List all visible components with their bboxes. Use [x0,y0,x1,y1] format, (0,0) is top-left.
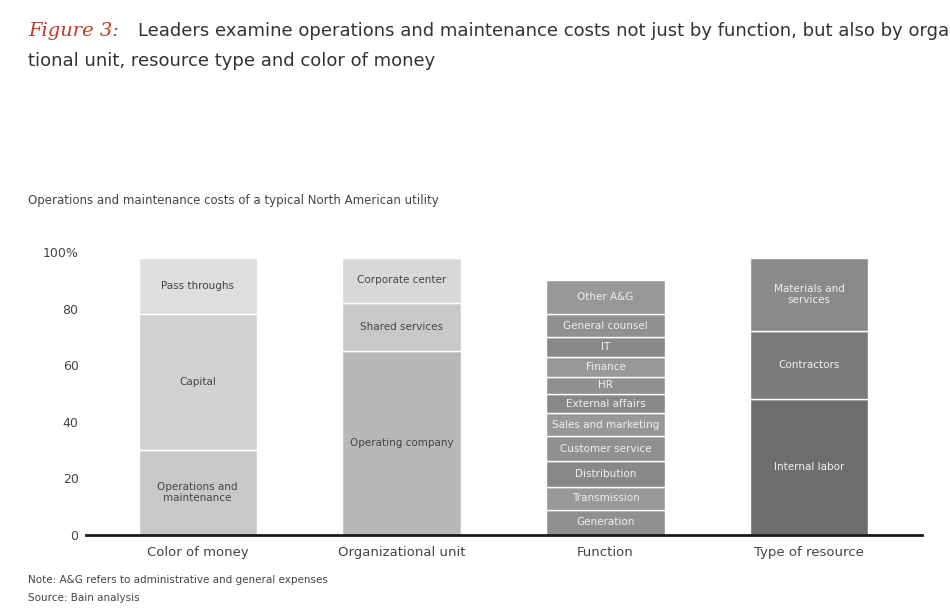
Text: Operations and maintenance costs of a typical North American utility: Operations and maintenance costs of a ty… [28,194,439,207]
Bar [139,258,256,314]
Bar [750,399,868,535]
Bar [546,487,665,510]
Text: Contractors: Contractors [779,360,840,370]
Text: Note: A&G refers to administrative and general expenses: Note: A&G refers to administrative and g… [28,575,329,585]
Text: Pass throughs: Pass throughs [162,281,234,291]
Bar [342,303,461,351]
Bar [546,280,665,314]
Text: Generation: Generation [577,517,635,527]
Text: Customer service: Customer service [560,444,652,454]
Text: Operating company: Operating company [350,438,453,448]
Text: Source: Bain analysis: Source: Bain analysis [28,593,141,603]
Text: Capital: Capital [180,377,216,387]
Bar [750,331,868,399]
Bar [546,337,665,357]
Text: Finance: Finance [585,362,625,371]
Bar [546,436,665,461]
Bar [750,258,868,331]
Text: Materials and
services: Materials and services [774,284,845,306]
Bar [342,351,461,535]
Text: HR: HR [598,380,613,390]
Bar [546,394,665,413]
Bar [546,461,665,487]
Bar [546,376,665,394]
Text: Figure 3:: Figure 3: [28,22,120,39]
Text: Internal labor: Internal labor [774,462,845,472]
Bar [139,450,256,535]
Bar [139,314,256,450]
Text: IT: IT [600,342,610,352]
Bar [546,510,665,535]
Text: General counsel: General counsel [563,320,648,331]
Text: Leaders examine operations and maintenance costs not just by function, but also : Leaders examine operations and maintenan… [138,22,950,39]
Bar [342,258,461,303]
Bar [546,314,665,337]
Text: Sales and marketing: Sales and marketing [552,419,659,430]
Bar [546,413,665,436]
Text: Distribution: Distribution [575,469,636,479]
Text: Operations and
maintenance: Operations and maintenance [158,482,238,504]
Text: Transmission: Transmission [572,493,639,503]
Bar [546,357,665,376]
Text: tional unit, resource type and color of money: tional unit, resource type and color of … [28,52,436,70]
Text: Corporate center: Corporate center [357,276,446,285]
Text: Shared services: Shared services [360,322,443,332]
Text: External affairs: External affairs [565,399,645,408]
Text: Other A&G: Other A&G [578,292,634,303]
